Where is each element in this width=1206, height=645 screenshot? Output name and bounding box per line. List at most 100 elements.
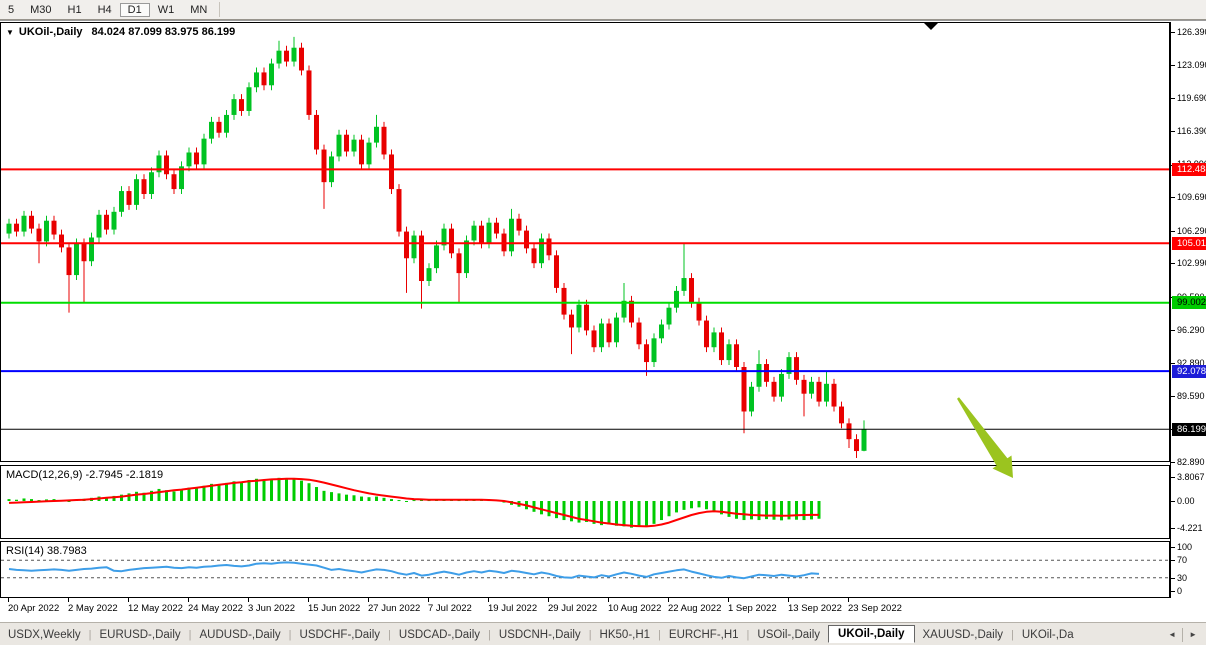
price-axis-tick: 119.690 [1171, 93, 1206, 103]
price-chart-panel[interactable] [0, 22, 1170, 462]
date-label: 7 Jul 2022 [428, 603, 472, 614]
price-axis-tick: 123.090 [1171, 60, 1206, 70]
date-label: 22 Aug 2022 [668, 603, 722, 614]
tab-divider: | [288, 628, 292, 641]
price-axis-tick: 116.390 [1171, 126, 1206, 136]
price-axis[interactable]: 126.390123.090119.690116.390112.990109.6… [1170, 22, 1206, 598]
timeframe-button-MN[interactable]: MN [190, 3, 208, 16]
date-label: 10 Aug 2022 [608, 603, 662, 614]
timeframe-button-M30[interactable]: M30 [30, 3, 52, 16]
tab-usdchf-daily[interactable]: USDCHF-,Daily [299, 628, 381, 641]
rsi-indicator-panel[interactable]: RSI(14) 38.7983 [0, 541, 1170, 598]
rsi-axis-tick: 100 [1171, 542, 1192, 552]
timeframe-button-H1[interactable]: H1 [67, 3, 82, 16]
date-label: 23 Sep 2022 [848, 603, 902, 614]
tab-scroll-right-icon[interactable]: ► [1189, 630, 1197, 639]
timeframe-button-5[interactable]: 5 [8, 3, 15, 16]
window-separator [0, 20, 1206, 21]
date-tick [248, 598, 249, 602]
macd-indicator-panel[interactable]: MACD(12,26,9) -2.7945 -2.1819 [0, 465, 1170, 539]
date-tick [188, 598, 189, 602]
date-label: 27 Jun 2022 [368, 603, 421, 614]
tab-usdcnh-daily[interactable]: USDCNH-,Daily [498, 628, 581, 641]
chart-shift-marker-icon[interactable] [924, 23, 938, 30]
tab-divider: | [88, 628, 92, 641]
candlestick-chart[interactable] [1, 23, 1169, 461]
tab-arrow-divider [1182, 627, 1184, 642]
date-tick [68, 598, 69, 602]
date-tick [548, 598, 549, 602]
price-tag-92.078: 92.078 [1172, 364, 1206, 378]
tab-scroll-arrows: ◄ ► [1159, 627, 1206, 642]
price-axis-tick: 82.890 [1171, 457, 1205, 467]
timeframe-button-H4[interactable]: H4 [97, 3, 112, 16]
price-axis-tick: 126.390 [1171, 27, 1206, 37]
tab-divider: | [188, 628, 192, 641]
chart-title: ▼ UKOil-,Daily 84.024 87.099 83.975 86.1… [6, 26, 235, 38]
timeframe-button-W1[interactable]: W1 [157, 3, 175, 16]
tab-divider: | [1011, 628, 1014, 641]
price-tag-105.015: 105.015 [1172, 236, 1206, 250]
rsi-label: RSI(14) 38.7983 [6, 545, 87, 557]
price-axis-tick: 96.290 [1171, 325, 1205, 335]
chart-symbol-label: UKOil-,Daily [18, 26, 83, 38]
date-tick [368, 598, 369, 602]
tab-usoil-daily[interactable]: USOil-,Daily [757, 628, 821, 641]
date-tick [428, 598, 429, 602]
date-tick [668, 598, 669, 602]
date-tick [488, 598, 489, 602]
tab-ukoil-da[interactable]: UKOil-,Da [1021, 628, 1074, 641]
date-tick [308, 598, 309, 602]
rsi-chart[interactable] [1, 542, 1169, 597]
price-tag-86.199: 86.199 [1172, 422, 1206, 436]
tab-xauusd-daily[interactable]: XAUUSD-,Daily [922, 628, 1004, 641]
date-tick [608, 598, 609, 602]
date-tick [728, 598, 729, 602]
price-tag-99.002: 99.002 [1172, 296, 1206, 310]
tab-divider: | [488, 628, 491, 641]
date-axis[interactable]: 20 Apr 2022 2 May 2022 12 May 2022 24 May 2… [0, 598, 1170, 618]
tab-divider: | [658, 628, 661, 641]
price-tag-112.488: 112.488 [1172, 162, 1206, 176]
tab-usdx-weekly[interactable]: USDX,Weekly [8, 628, 81, 641]
tab-hk50-h1[interactable]: HK50-,H1 [599, 628, 651, 641]
date-label: 29 Jul 2022 [548, 603, 598, 614]
date-label: 13 Sep 2022 [788, 603, 842, 614]
tab-ukoil-daily[interactable]: UKOil-,Daily [828, 624, 915, 643]
macd-axis-tick: -4.221 [1171, 523, 1203, 533]
date-tick [788, 598, 789, 602]
chart-ohlc-values: 84.024 87.099 83.975 86.199 [91, 26, 236, 38]
date-label: 3 Jun 2022 [248, 603, 296, 614]
macd-chart[interactable] [1, 466, 1169, 538]
rsi-axis-tick: 70 [1171, 555, 1187, 565]
date-label: 2 May 2022 [68, 603, 118, 614]
tab-audusd-daily[interactable]: AUDUSD-,Daily [199, 628, 281, 641]
timeframe-toolbar: 5 M30 H1 H4 D1 W1 MN [0, 0, 1206, 20]
tab-eurchf-h1[interactable]: EURCHF-,H1 [668, 628, 739, 641]
tab-divider: | [388, 628, 391, 641]
toolbar-divider [219, 2, 221, 17]
date-label: 1 Sep 2022 [728, 603, 777, 614]
date-tick [128, 598, 129, 602]
macd-axis-tick: 3.8067 [1171, 472, 1205, 482]
chevron-down-icon[interactable]: ▼ [6, 27, 14, 37]
date-label: 19 Jul 2022 [488, 603, 538, 614]
tab-eurusd-daily[interactable]: EURUSD-,Daily [99, 628, 181, 641]
date-label: 12 May 2022 [128, 603, 183, 614]
price-axis-tick: 89.590 [1171, 391, 1205, 401]
macd-axis-tick: 0.00 [1171, 496, 1195, 506]
tab-divider: | [588, 628, 592, 641]
rsi-axis-tick: 0 [1171, 586, 1182, 596]
timeframe-button-D1[interactable]: D1 [119, 2, 150, 17]
date-tick [848, 598, 849, 602]
rsi-axis-tick: 30 [1171, 573, 1187, 583]
tab-usdcad-daily[interactable]: USDCAD-,Daily [398, 628, 481, 641]
chart-tabs-bar: USDX,Weekly | EURUSD-,Daily | AUDUSD-,Daily |… [0, 622, 1206, 645]
date-label: 15 Jun 2022 [308, 603, 361, 614]
tab-divider: | [746, 628, 750, 641]
price-axis-tick: 109.690 [1171, 192, 1206, 202]
macd-label: MACD(12,26,9) -2.7945 -2.1819 [6, 469, 164, 481]
date-tick [8, 598, 9, 602]
tab-scroll-left-icon[interactable]: ◄ [1168, 630, 1177, 639]
